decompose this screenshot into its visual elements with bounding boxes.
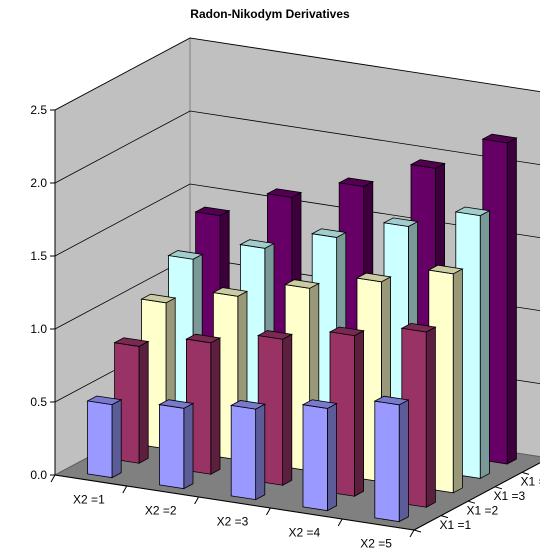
bar-side	[210, 337, 221, 475]
bar-top	[283, 279, 321, 289]
bar-top	[400, 322, 437, 333]
bar-front	[302, 404, 328, 512]
value-tick-label: 1.5	[30, 249, 47, 263]
bar	[158, 399, 195, 490]
category-axis-tick	[194, 496, 200, 505]
series-axis-tick	[521, 471, 530, 475]
chart-title: Radon-Nikodym Derivatives	[190, 7, 350, 21]
bar-top	[194, 206, 231, 217]
value-tick-label: 1.0	[30, 322, 47, 336]
bar-side	[282, 333, 293, 486]
bar-top	[409, 159, 446, 169]
bar-side	[255, 403, 266, 501]
bar-top	[310, 228, 348, 238]
series-tick-label: X1 =2	[467, 503, 499, 517]
category-axis-tick	[50, 474, 56, 483]
bar-side	[452, 268, 463, 494]
bar-side	[398, 399, 409, 523]
series-axis	[413, 462, 540, 531]
bar-top	[355, 272, 392, 283]
category-tick-label: X2 =3	[217, 515, 249, 529]
bar-front	[230, 404, 257, 501]
bar-top	[328, 326, 365, 337]
category-tick-label: X2 =4	[288, 526, 320, 540]
bar-side	[506, 137, 517, 465]
bar-side	[138, 340, 149, 464]
series-axis-tick	[440, 515, 449, 519]
bar-top	[113, 337, 150, 347]
bar-top	[86, 395, 123, 406]
category-tick-label: X2 =1	[73, 493, 105, 507]
bar-top	[382, 217, 419, 227]
chart-axes	[50, 109, 540, 538]
bar-side	[479, 210, 490, 480]
bar-top	[427, 264, 464, 275]
series-axis-tick	[413, 529, 422, 533]
value-tick-label: 2.0	[30, 176, 47, 190]
category-axis-tick	[337, 518, 343, 527]
category-tick-label: X2 =2	[145, 504, 177, 518]
bar	[301, 399, 338, 512]
bar	[373, 395, 410, 523]
series-tick-label: X1 =4	[521, 475, 540, 489]
bar-top	[212, 287, 249, 297]
gridline	[54, 110, 540, 184]
bar-side	[425, 326, 436, 508]
bar-top	[229, 400, 267, 410]
bar	[86, 395, 123, 479]
value-tick-label: 0.0	[30, 468, 47, 482]
chart-bars	[86, 133, 518, 523]
value-tick-label: 0.5	[30, 395, 47, 409]
bar-top	[239, 239, 276, 249]
bar-top	[337, 177, 375, 187]
gridline	[54, 37, 540, 111]
bar-top	[266, 188, 303, 198]
bar-top	[373, 395, 410, 406]
bar-front	[374, 400, 400, 523]
series-tick-label: X1 =3	[494, 489, 526, 503]
bar-top	[481, 133, 518, 144]
value-tick-label: 2.5	[30, 103, 47, 117]
bar-front	[87, 400, 113, 479]
bar-top	[454, 206, 491, 217]
bar-top	[167, 250, 204, 260]
category-axis-tick	[122, 485, 128, 494]
category-axis-tick	[265, 507, 271, 516]
category-axis-tick	[409, 529, 415, 538]
bar-front	[158, 404, 185, 490]
bar-top	[158, 399, 195, 409]
series-axis-tick	[494, 486, 503, 490]
series-tick-label: X1 =1	[440, 518, 472, 532]
bar	[229, 400, 267, 501]
series-axis-tick	[467, 500, 476, 504]
bar-side	[354, 330, 365, 497]
category-tick-label: X2 =5	[360, 537, 392, 550]
bar-side	[183, 402, 194, 490]
bar-top	[256, 330, 294, 340]
category-axis	[54, 474, 415, 531]
bar-top	[185, 333, 222, 344]
chart-tick-labels: 0.0 0.5 1.0 1.5 2.0 2.5 X2 =1 X2 =2 X2 =3 X2 =4 X2…	[30, 103, 540, 550]
bar-top	[140, 293, 177, 304]
bar-side	[327, 402, 338, 512]
bar	[400, 322, 437, 508]
bar-top	[301, 399, 338, 409]
bar-side	[111, 399, 122, 479]
bar	[113, 337, 150, 464]
